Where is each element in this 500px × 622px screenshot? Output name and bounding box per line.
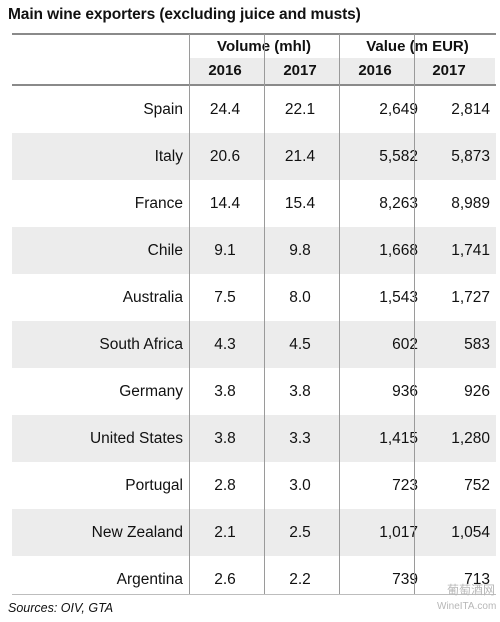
value-2016-cell: 1,543 xyxy=(379,289,418,306)
value-2016-cell: 723 xyxy=(392,477,418,494)
table-row: United States 3.8 3.3 1,415 1,280 xyxy=(12,415,496,462)
value-2016-cell: 1,415 xyxy=(379,430,418,447)
volume-2017-header: 2017 xyxy=(283,62,317,79)
country-cell: Portugal xyxy=(125,477,183,494)
volume-2017-cell: 9.8 xyxy=(289,242,311,259)
value-2017-header: 2017 xyxy=(432,62,466,79)
value-2017-cell: 583 xyxy=(464,336,490,353)
watermark-chinese: 葡萄酒网 xyxy=(447,583,496,597)
value-2017-cell: 1,280 xyxy=(451,430,490,447)
country-cell: Argentina xyxy=(116,571,183,588)
country-cell: New Zealand xyxy=(91,524,183,541)
header-bottom-rule xyxy=(12,84,496,86)
value-2016-cell: 936 xyxy=(392,383,418,400)
volume-2016-cell: 14.4 xyxy=(209,195,241,212)
volume-2017-cell: 15.4 xyxy=(284,195,316,212)
value-2016-cell: 5,582 xyxy=(379,148,418,165)
volume-group-header: Volume (mhl) xyxy=(217,38,311,55)
table-row: Argentina 2.6 2.2 739 713 xyxy=(12,556,496,603)
value-2017-cell: 5,873 xyxy=(451,148,490,165)
value-2016-cell: 8,263 xyxy=(379,195,418,212)
volume-2016-cell: 24.4 xyxy=(209,101,241,118)
volume-2017-cell: 22.1 xyxy=(284,101,316,118)
value-2017-cell: 1,727 xyxy=(451,289,490,306)
value-2016-cell: 1,668 xyxy=(379,242,418,259)
value-2017-cell: 1,741 xyxy=(451,242,490,259)
column-divider xyxy=(414,34,415,594)
country-cell: Australia xyxy=(122,289,183,306)
table-row: Spain 24.4 22.1 2,649 2,814 xyxy=(12,86,496,133)
table-row: Australia 7.5 8.0 1,543 1,727 xyxy=(12,274,496,321)
table-row: Italy 20.6 21.4 5,582 5,873 xyxy=(12,133,496,180)
table-row: New Zealand 2.1 2.5 1,017 1,054 xyxy=(12,509,496,556)
year-header-band xyxy=(189,58,495,84)
volume-2016-cell: 3.8 xyxy=(214,383,236,400)
volume-2017-cell: 3.0 xyxy=(289,477,311,494)
value-2017-cell: 2,814 xyxy=(451,101,490,118)
value-2016-cell: 739 xyxy=(392,571,418,588)
volume-2017-cell: 3.3 xyxy=(289,430,311,447)
country-cell: France xyxy=(134,195,183,212)
volume-2016-cell: 2.1 xyxy=(214,524,236,541)
column-divider xyxy=(339,34,340,594)
volume-2016-cell: 3.8 xyxy=(214,430,236,447)
volume-2017-cell: 21.4 xyxy=(284,148,316,165)
value-2017-cell: 1,054 xyxy=(451,524,490,541)
header-top-rule xyxy=(12,33,496,35)
table-row: Portugal 2.8 3.0 723 752 xyxy=(12,462,496,509)
country-cell: Germany xyxy=(119,383,183,400)
value-2016-cell: 602 xyxy=(392,336,418,353)
value-2016-header: 2016 xyxy=(358,62,392,79)
volume-2017-cell: 2.2 xyxy=(289,571,311,588)
value-2016-cell: 1,017 xyxy=(379,524,418,541)
volume-2016-cell: 7.5 xyxy=(214,289,236,306)
volume-2017-cell: 2.5 xyxy=(289,524,311,541)
volume-2017-cell: 8.0 xyxy=(289,289,311,306)
value-2017-cell: 752 xyxy=(464,477,490,494)
value-2016-cell: 2,649 xyxy=(379,101,418,118)
country-cell: Chile xyxy=(147,242,183,259)
table-row: South Africa 4.3 4.5 602 583 xyxy=(12,321,496,368)
value-group-header: Value (m EUR) xyxy=(366,38,469,55)
volume-2016-header: 2016 xyxy=(208,62,242,79)
volume-2017-cell: 3.8 xyxy=(289,383,311,400)
table-row: Chile 9.1 9.8 1,668 1,741 xyxy=(12,227,496,274)
volume-2016-cell: 2.6 xyxy=(214,571,236,588)
value-2017-cell: 713 xyxy=(464,571,490,588)
volume-2016-cell: 2.8 xyxy=(214,477,236,494)
watermark-site: WineITA.com xyxy=(437,601,497,612)
country-cell: United States xyxy=(89,430,183,447)
country-cell: Italy xyxy=(154,148,183,165)
volume-2016-cell: 4.3 xyxy=(214,336,236,353)
table-title: Main wine exporters (excluding juice and… xyxy=(8,6,361,23)
column-divider xyxy=(189,34,190,594)
column-divider xyxy=(264,34,265,594)
source-note: Sources: OIV, GTA xyxy=(8,601,114,615)
table-row: France 14.4 15.4 8,263 8,989 xyxy=(12,180,496,227)
table-row: Germany 3.8 3.8 936 926 xyxy=(12,368,496,415)
volume-2017-cell: 4.5 xyxy=(289,336,311,353)
volume-2016-cell: 9.1 xyxy=(214,242,236,259)
table-bottom-rule xyxy=(12,594,496,595)
volume-2016-cell: 20.6 xyxy=(209,148,241,165)
country-cell: South Africa xyxy=(99,336,183,353)
country-cell: Spain xyxy=(143,101,183,118)
value-2017-cell: 8,989 xyxy=(451,195,490,212)
value-2017-cell: 926 xyxy=(464,383,490,400)
